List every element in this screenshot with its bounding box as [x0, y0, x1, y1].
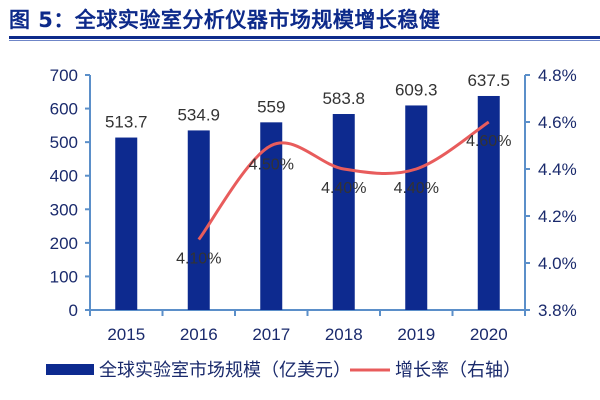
title-underline-thin	[9, 40, 600, 41]
right-tick-label: 4.6%	[538, 113, 577, 132]
left-tick-label: 500	[50, 133, 78, 152]
left-tick-label: 200	[50, 234, 78, 253]
right-tick-label: 4.8%	[538, 66, 577, 85]
right-tick-label: 4.4%	[538, 160, 577, 179]
bar-2015	[115, 137, 138, 310]
bar-2019	[405, 105, 428, 311]
bar-label-2020: 637.5	[467, 71, 510, 90]
line-label-2019: 4.40%	[394, 180, 439, 197]
bar-label-2018: 583.8	[322, 89, 365, 108]
x-tick-label: 2016	[180, 325, 218, 344]
line-label-2018: 4.40%	[321, 180, 366, 197]
bar-2016	[187, 130, 210, 310]
bar-label-2015: 513.7	[105, 113, 148, 132]
bar-label-2019: 609.3	[395, 80, 438, 99]
chart-title: 图 5：全球实验室分析仪器市场规模增长稳健	[9, 8, 441, 32]
bar-2020	[477, 95, 500, 310]
line-label-2016: 4.10%	[176, 251, 221, 268]
x-tick-label: 2019	[397, 325, 435, 344]
title-underline	[9, 36, 600, 39]
left-tick-label: 700	[50, 66, 78, 85]
right-tick-label: 3.8%	[538, 301, 577, 320]
x-tick-label: 2017	[252, 325, 290, 344]
left-tick-label: 300	[50, 200, 78, 219]
left-tick-label: 600	[50, 100, 78, 119]
growth-rate-line	[197, 120, 490, 241]
bar-label-2017: 559	[257, 97, 285, 116]
right-tick-label: 4.0%	[538, 254, 577, 273]
bar-2017	[260, 122, 283, 310]
bar-label-2016: 534.9	[177, 105, 220, 124]
legend-bar-swatch	[46, 364, 94, 375]
line-label-2020: 4.60%	[466, 133, 511, 150]
legend-bar-label: 全球实验室市场规模（亿美元）	[99, 360, 351, 380]
left-tick-label: 100	[50, 267, 78, 286]
legend-line-label: 增长率（右轴）	[395, 360, 521, 380]
x-tick-label: 2015	[107, 325, 145, 344]
x-tick-label: 2020	[470, 325, 508, 344]
right-tick-label: 4.2%	[538, 207, 577, 226]
bar-2018	[332, 114, 355, 310]
left-tick-label: 0	[69, 301, 78, 320]
line-label-2017: 4.50%	[249, 157, 294, 174]
x-tick-label: 2018	[325, 325, 363, 344]
left-tick-label: 400	[50, 167, 78, 186]
